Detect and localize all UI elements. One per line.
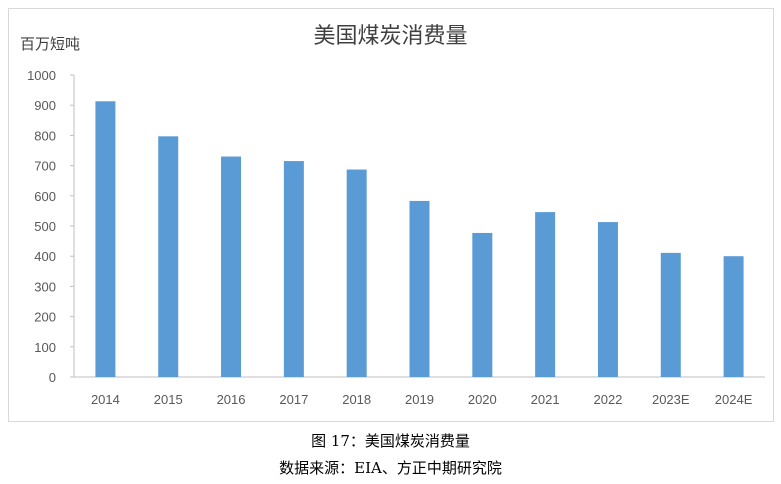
x-tick-label: 2014 <box>91 392 120 407</box>
bar <box>95 101 116 378</box>
y-tick-label: 0 <box>49 370 56 385</box>
x-tick-label: 2016 <box>217 392 246 407</box>
bar <box>158 136 179 377</box>
y-tick-label: 200 <box>34 310 56 325</box>
bar <box>346 169 367 377</box>
bar-chart: 0 100 200 300 400 500 600 700 800 900 1000 2014 2015… <box>27 68 765 407</box>
y-tick-label: 900 <box>34 98 56 113</box>
x-tick-label: 2021 <box>531 392 560 407</box>
x-tick-label: 2019 <box>405 392 434 407</box>
x-tick-label: 2024E <box>715 392 753 407</box>
chart-title: 美国煤炭消费量 <box>313 24 468 49</box>
bar <box>221 156 242 377</box>
bar <box>723 256 744 377</box>
x-tick-label: 2018 <box>342 392 371 407</box>
x-tick-label: 2023E <box>652 392 690 407</box>
x-tick-label: 2015 <box>154 392 183 407</box>
y-tick-label: 600 <box>34 189 56 204</box>
x-tick-label: 2020 <box>468 392 497 407</box>
y-tick-label: 800 <box>34 128 56 143</box>
bar <box>535 212 556 377</box>
y-axis-label: 百万短吨 <box>20 35 81 53</box>
chart-frame <box>8 8 774 422</box>
source-caption: 数据来源：EIA、方正中期研究院 <box>279 459 502 477</box>
y-tick-label: 700 <box>34 159 56 174</box>
bar <box>283 161 304 377</box>
bar <box>409 200 430 377</box>
y-tick-label: 500 <box>34 219 56 234</box>
bar <box>597 222 618 377</box>
y-tick-label: 1000 <box>27 68 56 83</box>
x-tick-label: 2017 <box>279 392 308 407</box>
figure-caption: 图 17：美国煤炭消费量 <box>311 432 470 450</box>
x-tick-label: 2022 <box>593 392 622 407</box>
y-tick-label: 400 <box>34 249 56 264</box>
y-tick-label: 300 <box>34 279 56 294</box>
bar <box>660 252 681 377</box>
bar <box>472 232 493 377</box>
y-tick-label: 100 <box>34 340 56 355</box>
